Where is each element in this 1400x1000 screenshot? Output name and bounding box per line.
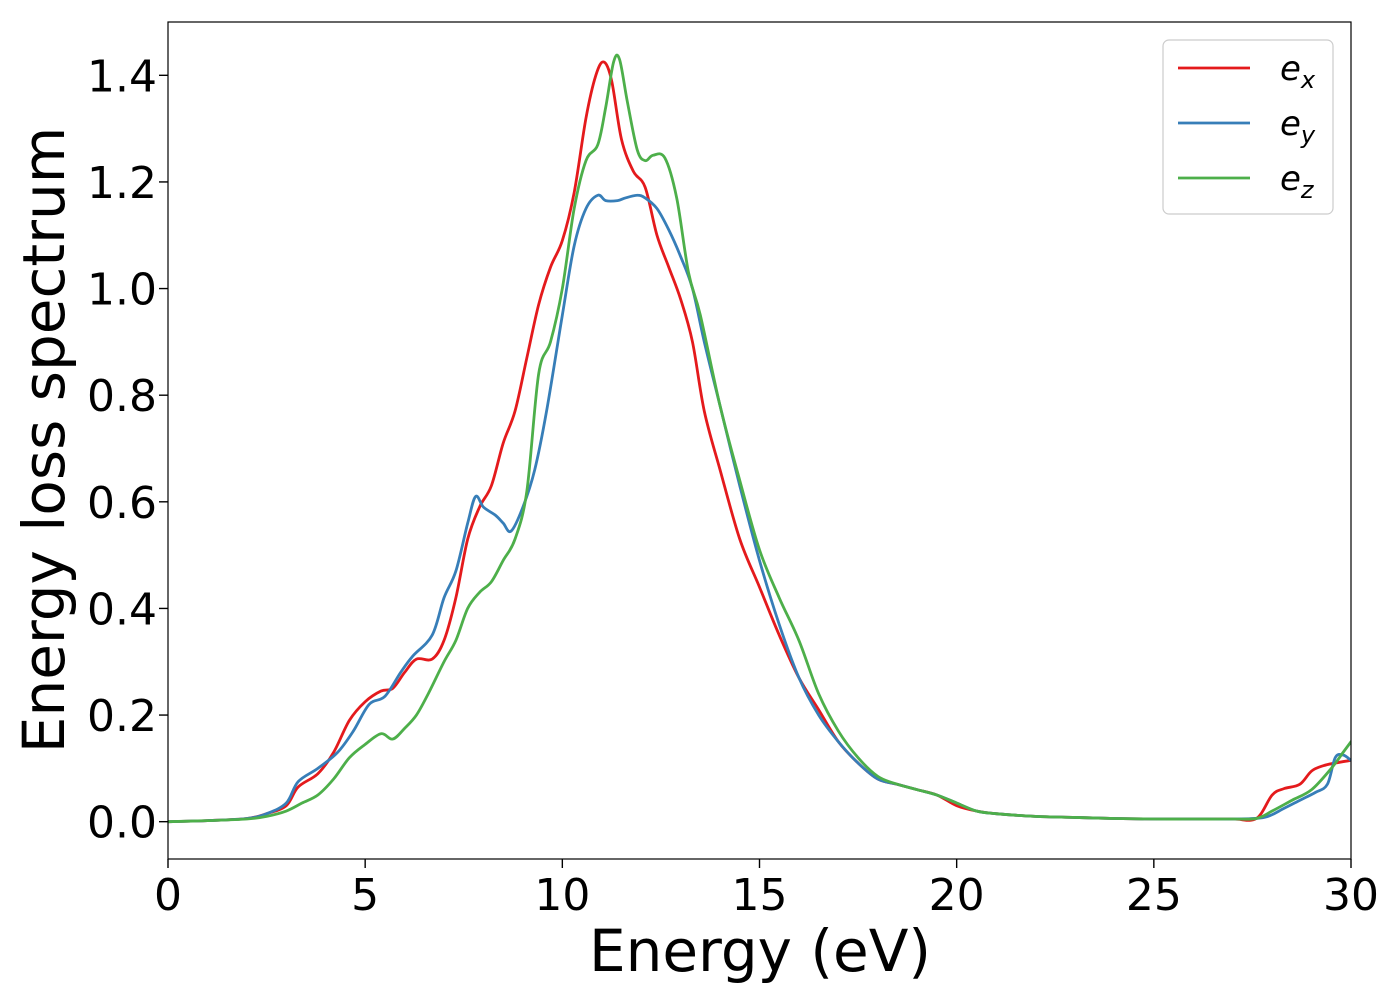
x-tick-label: 5 bbox=[351, 870, 379, 921]
y-tick-label: 0.6 bbox=[87, 478, 157, 529]
legend-item-z: ez bbox=[1178, 159, 1315, 204]
legend: ex ey ez bbox=[1162, 39, 1334, 215]
y-tick-label: 0.8 bbox=[87, 371, 157, 422]
y-tick-label: 0.4 bbox=[87, 584, 157, 635]
legend-label: ey bbox=[1280, 104, 1316, 149]
legend-box bbox=[1162, 39, 1334, 215]
y-axis-title: Energy loss spectrum bbox=[10, 127, 78, 753]
legend-label: ez bbox=[1280, 159, 1315, 204]
x-axis: 0 5 10 15 20 25 30 bbox=[154, 859, 1379, 921]
y-tick-label: 1.4 bbox=[87, 51, 157, 102]
x-tick-label: 15 bbox=[732, 870, 788, 921]
x-tick-label: 30 bbox=[1323, 870, 1379, 921]
series-layer bbox=[168, 53, 1351, 824]
x-tick-label: 20 bbox=[929, 870, 985, 921]
x-tick-label: 0 bbox=[154, 870, 182, 921]
legend-item-y: ey bbox=[1178, 104, 1316, 149]
x-axis-title: Energy (eV) bbox=[589, 917, 931, 985]
y-tick-label: 0.2 bbox=[87, 691, 157, 742]
y-tick-label: 0.0 bbox=[87, 798, 157, 849]
y-tick-label: 1.0 bbox=[87, 265, 157, 316]
y-axis: 0.0 0.2 0.4 0.6 0.8 1.0 1.2 1.4 bbox=[87, 51, 168, 849]
x-tick-label: 10 bbox=[534, 870, 590, 921]
x-tick-label: 25 bbox=[1126, 870, 1182, 921]
y-tick-label: 1.2 bbox=[87, 158, 157, 209]
legend-item-x: ex bbox=[1178, 49, 1316, 94]
series-line-z bbox=[168, 53, 1351, 824]
legend-label: ex bbox=[1280, 49, 1316, 94]
